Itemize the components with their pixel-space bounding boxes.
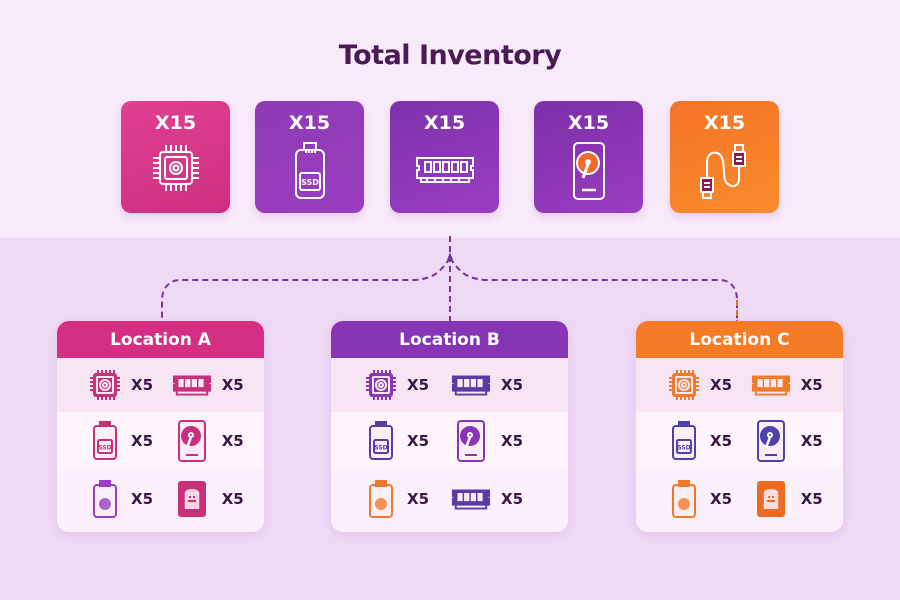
item-quantity: X5: [800, 490, 823, 508]
cpu-chip-icon: [85, 367, 125, 403]
ram-module-icon: [751, 371, 791, 399]
usb-cable-icon: [699, 144, 746, 199]
inventory-item: SSD X5: [85, 420, 168, 462]
svg-text:SSD: SSD: [301, 178, 319, 187]
ram-module-icon: [451, 371, 491, 399]
portable-drive-icon: [361, 479, 401, 519]
cpu-chip-icon: [361, 367, 401, 403]
inventory-item: X5: [451, 371, 547, 399]
total-tile-hdd: X15: [534, 101, 643, 213]
portable-drive-icon: [85, 479, 125, 519]
total-count: X15: [703, 112, 746, 134]
inventory-item: X5: [664, 479, 747, 519]
location-header: Location A: [57, 321, 264, 358]
hard-drive-icon: [451, 419, 491, 463]
portable-drive-icon: [664, 479, 704, 519]
inventory-row: X5 X5: [57, 470, 264, 528]
inventory-row: X5 X5: [636, 470, 843, 528]
total-count: X15: [423, 112, 466, 134]
total-count: X15: [567, 112, 610, 134]
inventory-item: X5: [751, 371, 843, 399]
inventory-row: X5 X5: [636, 358, 843, 412]
item-quantity: X5: [501, 376, 524, 394]
inventory-row: SSD X5 X5: [331, 412, 568, 470]
item-quantity: X5: [501, 490, 524, 508]
cpu-chip-icon: [152, 145, 199, 191]
ram-module-icon: [415, 157, 474, 183]
item-quantity: X5: [407, 376, 430, 394]
inventory-row: X5 X5: [57, 358, 264, 412]
item-quantity: X5: [710, 490, 733, 508]
item-quantity: X5: [710, 376, 733, 394]
total-count: X15: [154, 112, 197, 134]
ssd-icon: SSD: [85, 420, 125, 462]
ram-module-icon: [172, 371, 212, 399]
location-card-a: Location A X5 X5 SSD X5 X5 X5 X5: [57, 321, 264, 532]
item-quantity: X5: [407, 432, 430, 450]
total-tile-ram: X15: [390, 101, 499, 213]
page-title: Total Inventory: [338, 40, 562, 71]
inventory-row: X5 X5: [331, 470, 568, 528]
svg-text:SSD: SSD: [98, 445, 111, 452]
server-drive-icon: [172, 479, 212, 519]
total-count: X15: [288, 112, 331, 134]
inventory-item: X5: [85, 479, 168, 519]
inventory-item: X5: [751, 479, 843, 519]
total-tile-cable: X15: [670, 101, 779, 213]
item-quantity: X5: [131, 432, 154, 450]
inventory-row: SSD X5 X5: [57, 412, 264, 470]
inventory-item: X5: [172, 419, 264, 463]
inventory-item: X5: [361, 479, 447, 519]
inventory-item: X5: [451, 419, 547, 463]
inventory-row: X5 X5: [331, 358, 568, 412]
ssd-icon: SSD: [361, 420, 401, 462]
item-quantity: X5: [501, 432, 524, 450]
inventory-item: X5: [451, 485, 547, 513]
hard-drive-icon: [172, 419, 212, 463]
inventory-item: X5: [664, 367, 747, 403]
location-card-b: Location B X5 X5 SSD X5 X5 X5 X5: [331, 321, 568, 532]
inventory-item: X5: [361, 367, 447, 403]
item-quantity: X5: [407, 490, 430, 508]
ssd-icon: SSD: [294, 142, 325, 199]
total-tile-cpu: X15: [121, 101, 230, 213]
inventory-row: SSD X5 X5: [636, 412, 843, 470]
item-quantity: X5: [221, 376, 244, 394]
inventory-item: X5: [85, 367, 168, 403]
inventory-item: X5: [751, 419, 843, 463]
location-card-c: Location C X5 X5 SSD X5 X5 X5 X5: [636, 321, 843, 532]
inventory-item: X5: [172, 479, 264, 519]
item-quantity: X5: [710, 432, 733, 450]
hard-drive-icon: [572, 142, 605, 200]
inventory-item: SSD X5: [361, 420, 447, 462]
item-quantity: X5: [221, 432, 244, 450]
cpu-chip-icon: [664, 367, 704, 403]
location-header: Location C: [636, 321, 843, 358]
item-quantity: X5: [131, 376, 154, 394]
item-quantity: X5: [131, 490, 154, 508]
svg-text:SSD: SSD: [677, 445, 690, 452]
total-tile-ssd: X15 SSD: [255, 101, 364, 213]
svg-text:SSD: SSD: [374, 445, 387, 452]
hard-drive-icon: [751, 419, 791, 463]
location-header: Location B: [331, 321, 568, 358]
item-quantity: X5: [221, 490, 244, 508]
inventory-item: SSD X5: [664, 420, 747, 462]
item-quantity: X5: [800, 432, 823, 450]
inventory-item: X5: [172, 371, 264, 399]
ram-module-icon: [451, 485, 491, 513]
server-drive-icon: [751, 479, 791, 519]
ssd-icon: SSD: [664, 420, 704, 462]
item-quantity: X5: [800, 376, 823, 394]
